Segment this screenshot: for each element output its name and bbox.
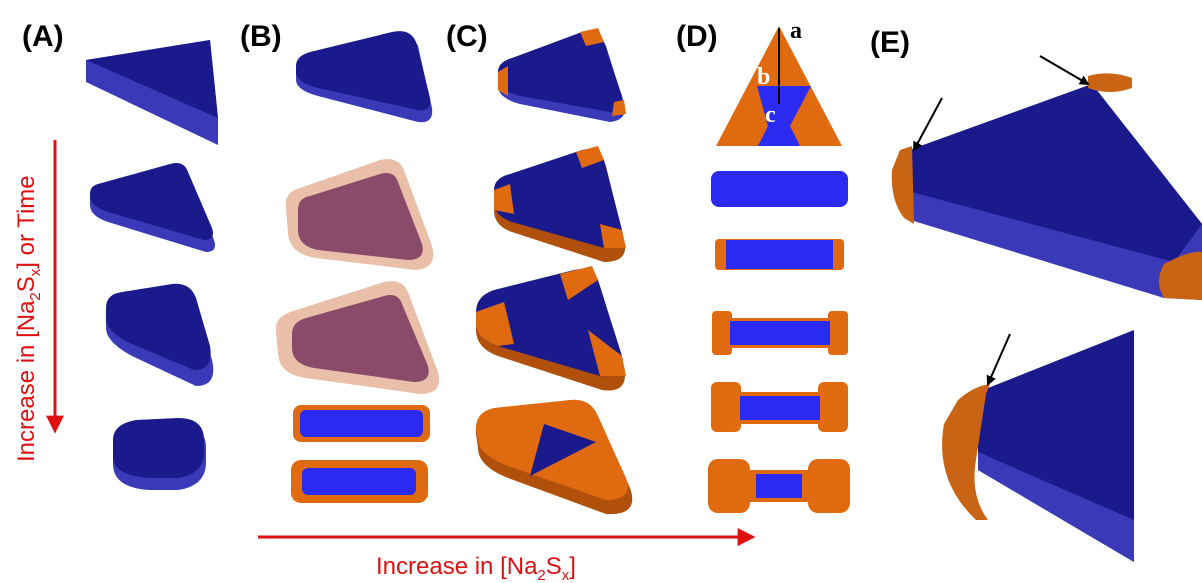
prism-b1: [296, 31, 433, 123]
schematic-rect-1: [711, 171, 848, 207]
tip-left: [891, 146, 914, 224]
rect-b4: [293, 405, 430, 442]
schematic-rect-2: [715, 239, 844, 270]
horizontal-axis: Increase in [Na2Sx]: [258, 528, 756, 583]
prism-a3: [106, 283, 214, 386]
schematic-rect-3: [712, 311, 848, 355]
panel-label-c: (C): [446, 20, 488, 53]
panel-c-tips: [475, 28, 633, 515]
panel-b-core-shell: [275, 31, 440, 503]
prism-b3-shell: [275, 281, 440, 394]
schematic-rect-5: [708, 459, 850, 513]
enlarged-prism-bottom: [942, 330, 1134, 562]
vertical-axis: Increase in [Na2Sx] or Time: [13, 140, 64, 462]
prism-c3: [476, 266, 626, 391]
panel-a-prisms: [86, 40, 218, 490]
tip-top: [1088, 73, 1132, 92]
panel-e-enlarged: [891, 55, 1202, 562]
prism-c4: [475, 399, 633, 515]
arrow-tip-top: [1039, 55, 1090, 86]
panel-d-schematic: a b c: [708, 18, 850, 513]
vertical-axis-label: Increase in [Na2Sx] or Time: [13, 175, 44, 462]
arrow-tip-side: [986, 333, 1011, 386]
rect-b5: [291, 460, 428, 503]
prism-c1: [498, 28, 626, 122]
enlarged-prism-top: [891, 55, 1202, 300]
prism-a2: [90, 163, 215, 252]
arrow-tip-left: [913, 97, 943, 152]
horizontal-axis-label: Increase in [Na2Sx]: [376, 553, 576, 583]
tip-side: [942, 384, 990, 520]
schematic-label-a: a: [790, 18, 802, 44]
panel-label-d: (D): [676, 20, 718, 53]
panel-label-a: (A): [22, 20, 64, 53]
prism-b2-shell: [285, 159, 434, 270]
panel-label-e: (E): [870, 26, 910, 59]
tip-right: [1159, 251, 1202, 300]
panel-label-b: (B): [240, 20, 282, 53]
prism-a1: [86, 40, 218, 145]
schematic-label-c: c: [765, 102, 776, 128]
schematic-label-b: b: [757, 64, 770, 90]
schematic-triangle: a b c: [716, 18, 842, 146]
prism-c2: [494, 146, 626, 262]
schematic-rect-4: [711, 382, 848, 432]
prism-a4: [113, 418, 206, 490]
